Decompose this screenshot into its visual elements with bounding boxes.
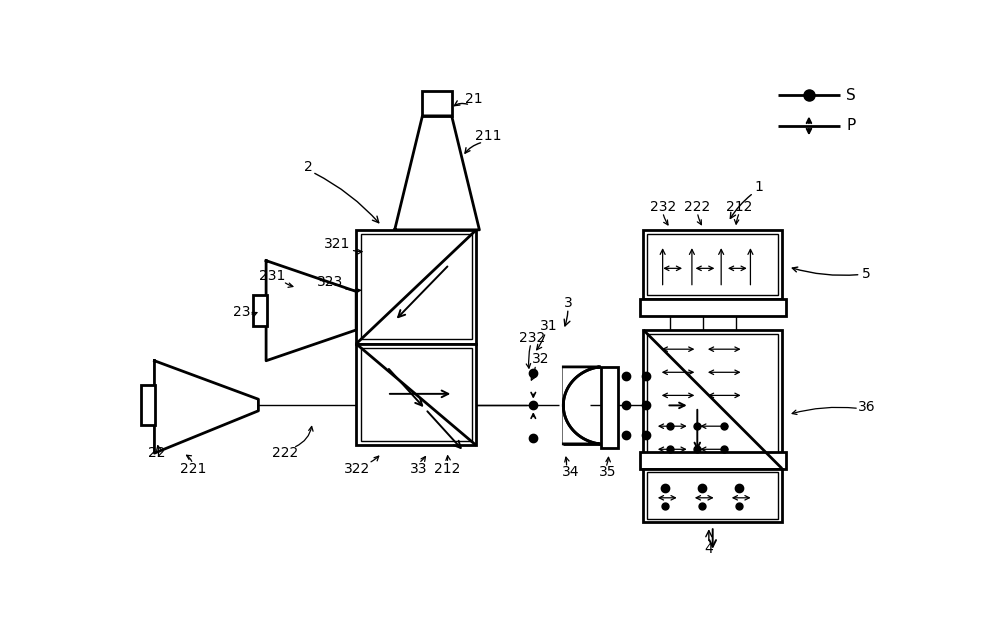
- FancyArrowPatch shape: [526, 346, 531, 368]
- Text: 34: 34: [562, 465, 579, 480]
- Bar: [601, 367, 618, 447]
- Bar: [647, 234, 778, 295]
- FancyArrowPatch shape: [446, 456, 450, 460]
- Bar: [141, 386, 155, 425]
- Bar: [640, 452, 786, 468]
- Text: 232: 232: [519, 331, 546, 344]
- Text: 212: 212: [434, 461, 460, 475]
- FancyArrowPatch shape: [285, 283, 293, 288]
- FancyArrowPatch shape: [663, 215, 668, 225]
- Text: 33: 33: [410, 461, 427, 475]
- Text: 23: 23: [233, 305, 250, 319]
- FancyArrowPatch shape: [531, 367, 535, 380]
- Text: 321: 321: [324, 237, 350, 251]
- Bar: [643, 330, 782, 468]
- Text: 222: 222: [684, 200, 710, 214]
- Polygon shape: [395, 116, 479, 230]
- Text: 35: 35: [598, 465, 616, 480]
- FancyArrowPatch shape: [792, 267, 858, 276]
- Bar: [647, 472, 778, 519]
- FancyArrowPatch shape: [187, 455, 192, 461]
- Polygon shape: [563, 367, 600, 444]
- FancyArrowPatch shape: [157, 446, 161, 456]
- Bar: [361, 348, 472, 441]
- Text: 32: 32: [531, 352, 549, 366]
- Text: 1: 1: [754, 181, 763, 195]
- Text: 5: 5: [862, 267, 871, 281]
- Text: 21: 21: [465, 92, 483, 106]
- Text: 232: 232: [650, 200, 676, 214]
- Bar: [356, 230, 476, 344]
- Text: 36: 36: [858, 400, 876, 414]
- FancyArrowPatch shape: [734, 215, 739, 224]
- FancyArrowPatch shape: [465, 143, 481, 153]
- Text: 2: 2: [304, 160, 313, 174]
- FancyArrowPatch shape: [346, 288, 361, 293]
- Text: 212: 212: [726, 200, 753, 214]
- FancyArrowPatch shape: [371, 456, 379, 462]
- Text: P: P: [847, 118, 856, 133]
- FancyArrowPatch shape: [252, 312, 257, 317]
- Bar: [647, 334, 778, 465]
- Text: 211: 211: [475, 129, 501, 143]
- Bar: [640, 299, 786, 316]
- Polygon shape: [154, 361, 258, 453]
- Bar: [422, 91, 452, 116]
- FancyArrowPatch shape: [296, 427, 313, 447]
- Text: 31: 31: [540, 319, 558, 333]
- Bar: [361, 234, 472, 339]
- Text: 222: 222: [272, 446, 298, 460]
- Text: 323: 323: [317, 275, 343, 289]
- Text: 221: 221: [180, 461, 206, 475]
- FancyArrowPatch shape: [421, 456, 425, 461]
- Text: 322: 322: [344, 461, 370, 475]
- Bar: [356, 344, 476, 446]
- Text: 3: 3: [564, 296, 572, 310]
- FancyArrowPatch shape: [697, 215, 701, 225]
- FancyArrowPatch shape: [792, 407, 856, 415]
- Polygon shape: [266, 260, 356, 361]
- Bar: [643, 468, 782, 523]
- Text: 231: 231: [259, 269, 285, 283]
- FancyArrowPatch shape: [606, 458, 610, 465]
- Text: 4: 4: [704, 542, 713, 556]
- Text: S: S: [846, 88, 856, 102]
- FancyArrowPatch shape: [353, 250, 362, 254]
- Bar: [643, 230, 782, 299]
- FancyArrowPatch shape: [565, 457, 569, 465]
- Text: 22: 22: [148, 446, 166, 460]
- FancyArrowPatch shape: [454, 101, 468, 106]
- Bar: [253, 295, 267, 326]
